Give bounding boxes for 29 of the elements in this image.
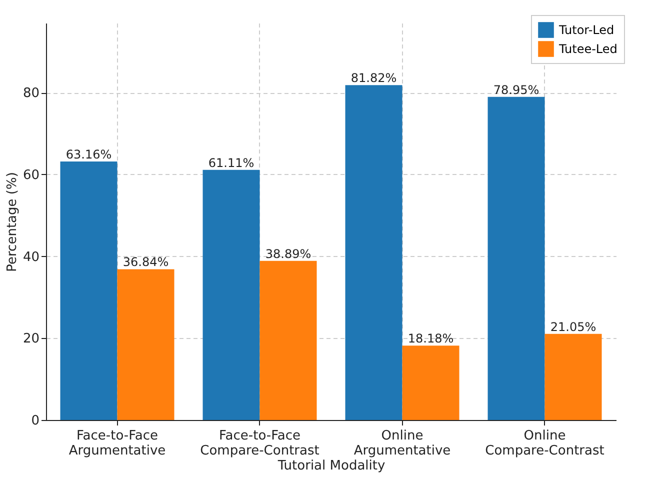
bar: [345, 85, 402, 420]
data-label: 36.84%: [122, 255, 169, 270]
x-tick-label: Face-to-Face Compare-Contrast: [200, 428, 320, 458]
y-tick-label: 20: [22, 332, 40, 347]
y-tick-label: 80: [22, 86, 40, 102]
x-tick-label: Online Compare-Contrast: [485, 428, 604, 458]
data-label: 81.82%: [350, 71, 397, 86]
y-tick-label: 0: [31, 414, 40, 428]
y-tick-label: 40: [22, 250, 40, 265]
data-label: 61.11%: [208, 156, 254, 170]
data-label: 63.16%: [66, 148, 112, 162]
bar: [544, 334, 602, 420]
bar: [60, 162, 118, 420]
x-tick-label: Face-to-Face Argumentative: [68, 428, 166, 458]
bar: [260, 260, 317, 420]
bar: [488, 96, 545, 420]
bar: [117, 269, 174, 420]
x-tick-label: Online Argumentative: [354, 428, 451, 458]
y-tick-label: 60: [22, 168, 40, 183]
data-label: 18.18%: [408, 332, 454, 346]
y-axis-title: Percentage (%): [4, 172, 20, 272]
bar: [202, 170, 260, 420]
data-label: 21.05%: [550, 320, 596, 334]
bar: [402, 346, 460, 420]
x-axis-title: Tutorial Modality: [276, 458, 386, 474]
data-label: 38.89%: [265, 246, 312, 261]
legend-label: Tutor-Led: [558, 23, 614, 37]
data-label: 78.95%: [493, 82, 540, 97]
legend-label: Tutee-Led: [558, 42, 618, 56]
